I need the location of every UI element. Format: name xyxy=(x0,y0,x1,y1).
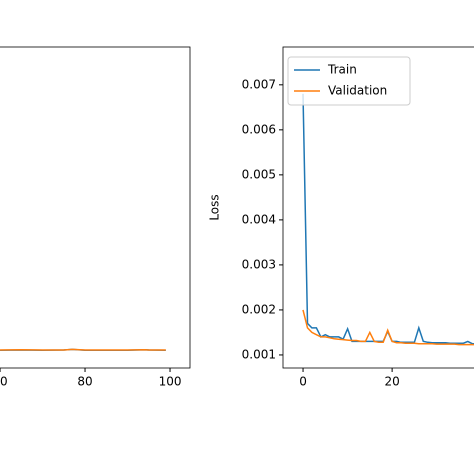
x-tick-label: 60 xyxy=(0,375,8,389)
y-tick-label: 0.004 xyxy=(242,212,276,226)
series-line xyxy=(0,348,166,351)
legend-label: Validation xyxy=(328,84,387,98)
y-tick-label: 0.003 xyxy=(242,257,276,271)
legend-box xyxy=(287,56,411,106)
y-tick-label: 0.001 xyxy=(242,347,276,361)
plot-frame xyxy=(0,46,191,369)
plot-frame xyxy=(282,46,474,369)
y-tick-label: 0.002 xyxy=(242,302,276,316)
y-tick-label: 0.006 xyxy=(242,122,276,136)
x-tick-label: 0 xyxy=(299,375,307,389)
legend-label: Train xyxy=(327,63,357,77)
x-tick-label: 100 xyxy=(159,375,182,389)
y-axis-label: Loss xyxy=(208,194,222,220)
y-tick-label: 0.005 xyxy=(242,167,276,181)
series-line xyxy=(302,93,474,345)
y-tick-label: 0.007 xyxy=(242,77,276,91)
x-tick-label: 80 xyxy=(77,375,92,389)
x-tick-label: 20 xyxy=(384,375,399,389)
series-line xyxy=(302,309,474,346)
